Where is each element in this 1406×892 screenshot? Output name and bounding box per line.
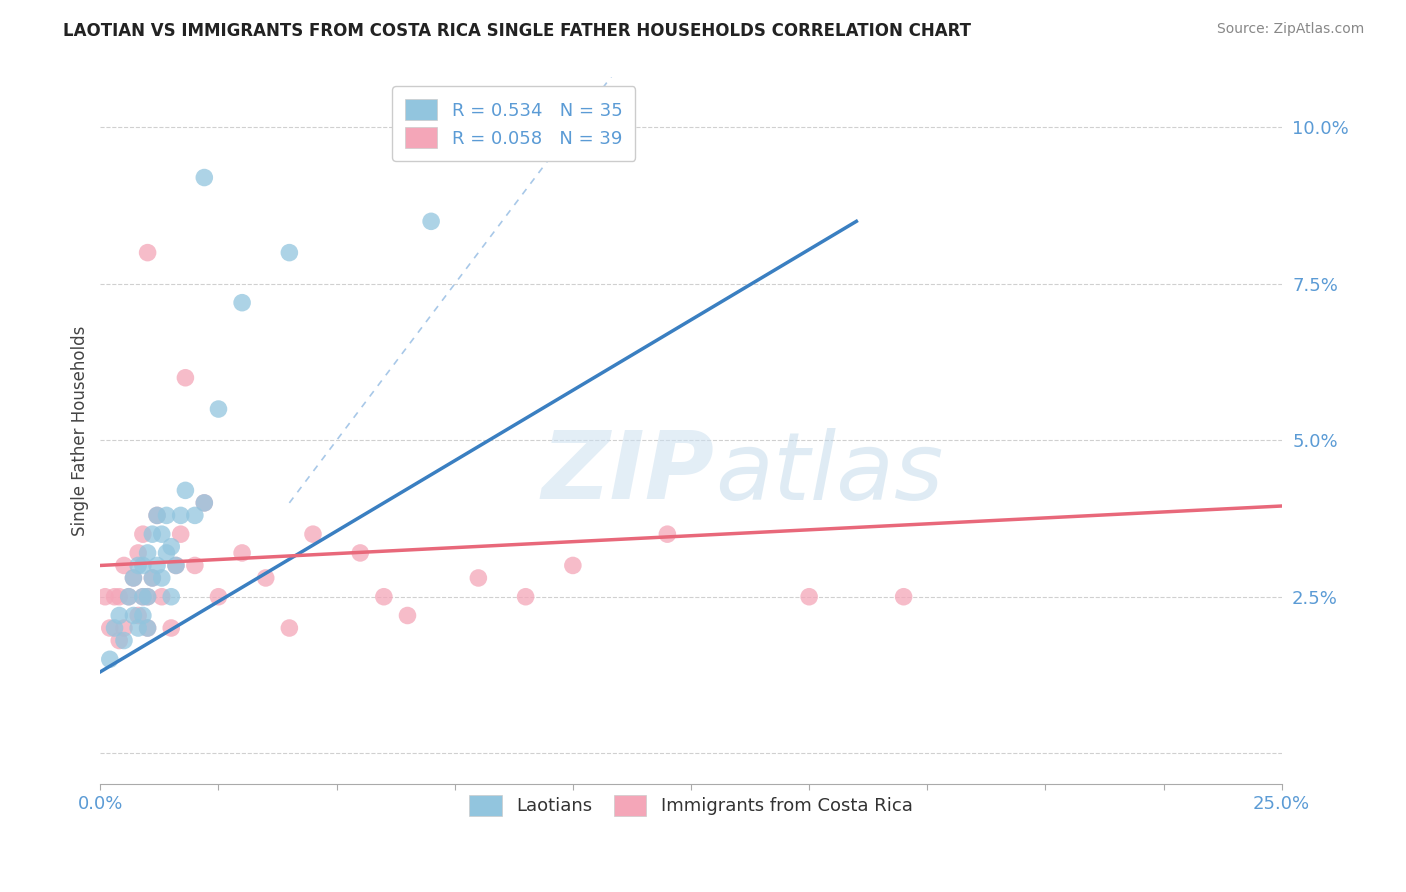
- Point: [103, 621, 125, 635]
- Point: [160, 590, 183, 604]
- Point: [122, 571, 145, 585]
- Point: [160, 621, 183, 635]
- Point: [561, 558, 583, 573]
- Text: Source: ZipAtlas.com: Source: ZipAtlas.com: [1216, 22, 1364, 37]
- Point: [127, 558, 149, 573]
- Point: [112, 633, 135, 648]
- Point: [112, 621, 135, 635]
- Point: [184, 558, 207, 573]
- Point: [132, 590, 155, 604]
- Y-axis label: Single Father Households: Single Father Households: [72, 326, 89, 536]
- Point: [150, 527, 173, 541]
- Point: [94, 590, 117, 604]
- Point: [146, 508, 169, 523]
- Point: [136, 590, 159, 604]
- Point: [657, 527, 679, 541]
- Point: [302, 527, 325, 541]
- Point: [136, 546, 159, 560]
- Point: [155, 508, 177, 523]
- Point: [136, 621, 159, 635]
- Point: [467, 571, 489, 585]
- Point: [207, 590, 229, 604]
- Point: [98, 621, 121, 635]
- Point: [136, 245, 159, 260]
- Point: [112, 558, 135, 573]
- Point: [141, 571, 163, 585]
- Point: [118, 590, 141, 604]
- Point: [373, 590, 395, 604]
- Point: [127, 621, 149, 635]
- Point: [349, 546, 371, 560]
- Point: [136, 590, 159, 604]
- Point: [132, 527, 155, 541]
- Point: [160, 540, 183, 554]
- Point: [396, 608, 419, 623]
- Point: [132, 608, 155, 623]
- Point: [127, 546, 149, 560]
- Point: [893, 590, 915, 604]
- Point: [207, 402, 229, 417]
- Point: [108, 590, 131, 604]
- Point: [146, 508, 169, 523]
- Point: [132, 590, 155, 604]
- Point: [150, 571, 173, 585]
- Point: [155, 546, 177, 560]
- Point: [122, 608, 145, 623]
- Point: [165, 558, 187, 573]
- Point: [122, 571, 145, 585]
- Text: ZIP: ZIP: [541, 427, 714, 519]
- Point: [797, 590, 820, 604]
- Point: [193, 496, 215, 510]
- Point: [231, 295, 253, 310]
- Point: [127, 608, 149, 623]
- Point: [98, 652, 121, 666]
- Point: [150, 590, 173, 604]
- Point: [184, 508, 207, 523]
- Point: [170, 508, 193, 523]
- Point: [165, 558, 187, 573]
- Point: [141, 527, 163, 541]
- Point: [136, 621, 159, 635]
- Point: [254, 571, 277, 585]
- Point: [103, 590, 125, 604]
- Point: [193, 496, 215, 510]
- Point: [174, 483, 197, 498]
- Text: LAOTIAN VS IMMIGRANTS FROM COSTA RICA SINGLE FATHER HOUSEHOLDS CORRELATION CHART: LAOTIAN VS IMMIGRANTS FROM COSTA RICA SI…: [63, 22, 972, 40]
- Point: [170, 527, 193, 541]
- Point: [231, 546, 253, 560]
- Point: [278, 621, 301, 635]
- Point: [278, 245, 301, 260]
- Point: [118, 590, 141, 604]
- Text: atlas: atlas: [714, 428, 943, 519]
- Point: [193, 170, 215, 185]
- Point: [146, 558, 169, 573]
- Point: [141, 571, 163, 585]
- Point: [515, 590, 537, 604]
- Legend: Laotians, Immigrants from Costa Rica: Laotians, Immigrants from Costa Rica: [460, 786, 922, 825]
- Point: [132, 558, 155, 573]
- Point: [420, 214, 443, 228]
- Point: [108, 633, 131, 648]
- Point: [108, 608, 131, 623]
- Point: [174, 370, 197, 384]
